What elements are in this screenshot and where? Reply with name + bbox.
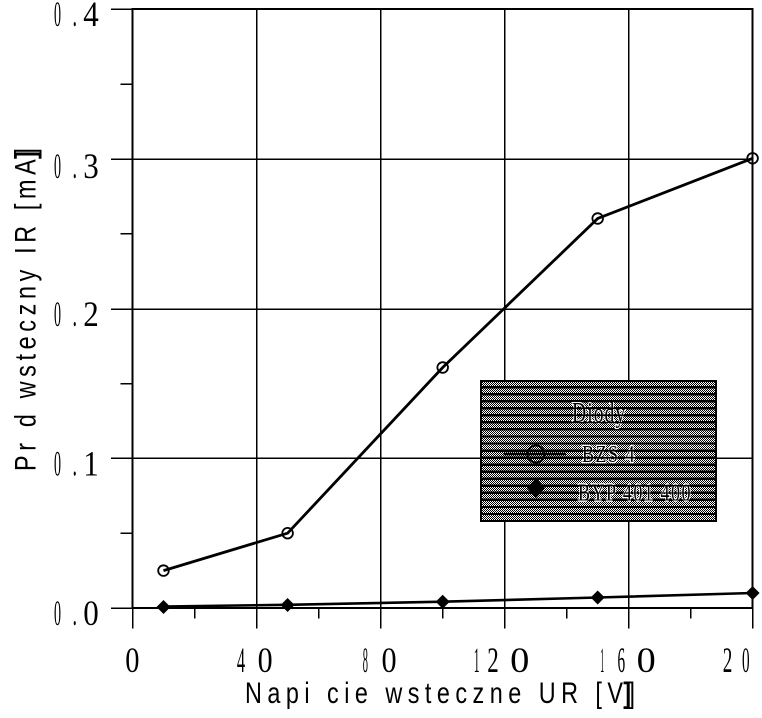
svg-text:0: 0: [54, 294, 61, 334]
svg-text:2: 2: [83, 294, 99, 334]
svg-text:0: 0: [742, 640, 750, 680]
svg-text:Diody: Diody: [572, 398, 625, 429]
svg-text:0: 0: [125, 640, 139, 680]
svg-text:.: .: [73, 593, 78, 633]
svg-text:0: 0: [258, 640, 273, 680]
svg-text:2: 2: [723, 640, 733, 680]
svg-text:3: 3: [83, 146, 99, 186]
svg-text:.: .: [73, 0, 78, 34]
svg-text:0: 0: [83, 593, 99, 633]
svg-text:4: 4: [237, 640, 245, 680]
svg-text:]: ]: [623, 676, 631, 709]
svg-text:1: 1: [83, 444, 99, 484]
svg-text:.: .: [73, 294, 78, 334]
svg-text:0: 0: [637, 640, 656, 680]
svg-text:0: 0: [54, 0, 61, 34]
svg-text:0: 0: [382, 640, 397, 680]
svg-text:0: 0: [54, 444, 61, 484]
svg-text:6: 6: [618, 640, 626, 680]
svg-text:2: 2: [487, 640, 499, 680]
svg-text:1: 1: [474, 640, 480, 680]
svg-text:0: 0: [54, 146, 61, 186]
svg-text:1: 1: [600, 640, 604, 680]
svg-text:8: 8: [363, 640, 368, 680]
svg-text:]: ]: [9, 151, 42, 159]
svg-text:Pr d wsteczny IR [mA]: Pr d wsteczny IR [mA]: [9, 148, 42, 471]
svg-text:4: 4: [83, 0, 99, 34]
svg-text:BZS 4: BZS 4: [582, 441, 635, 468]
svg-text:.: .: [73, 444, 78, 484]
svg-text:0: 0: [54, 593, 61, 633]
svg-text:.: .: [73, 146, 78, 186]
svg-text:0: 0: [510, 640, 529, 680]
